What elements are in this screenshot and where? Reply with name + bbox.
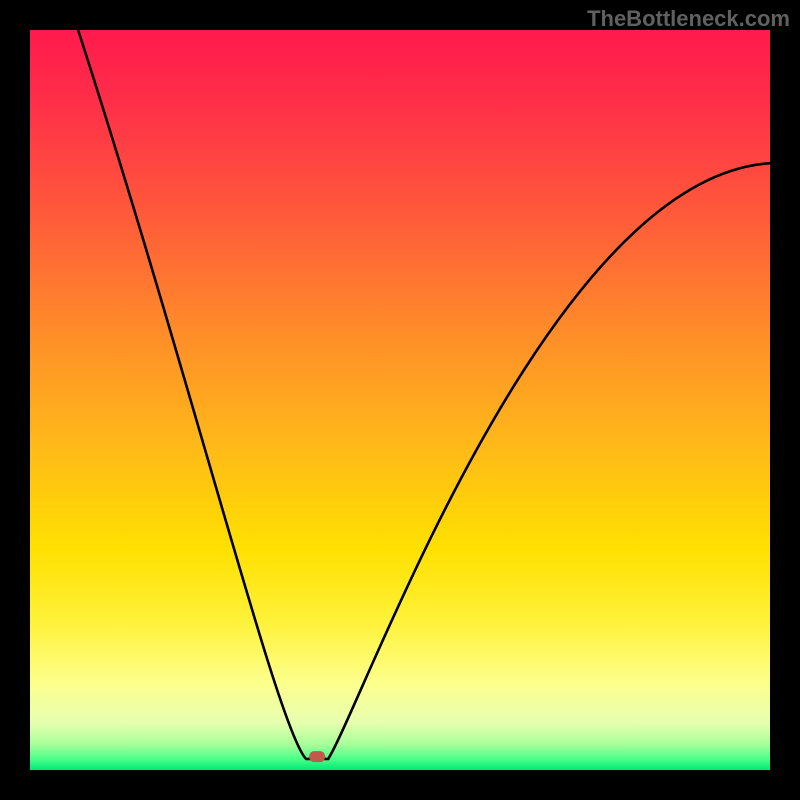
chart-container: TheBottleneck.com (0, 0, 800, 800)
optimal-marker (309, 751, 325, 762)
watermark-text: TheBottleneck.com (587, 6, 790, 32)
bottleneck-chart (0, 0, 800, 800)
plot-area (30, 30, 770, 770)
